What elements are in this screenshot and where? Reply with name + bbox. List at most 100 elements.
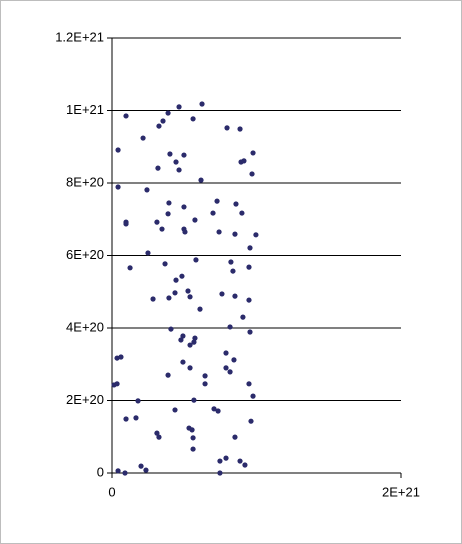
- point: [187, 294, 193, 300]
- y-tick-label: 8E+20: [66, 174, 104, 189]
- y-tick-label: 2E+20: [66, 392, 104, 407]
- point: [180, 359, 186, 365]
- point: [240, 314, 246, 320]
- point: [123, 221, 129, 227]
- point: [232, 293, 238, 299]
- point: [223, 455, 229, 461]
- point: [193, 257, 199, 263]
- point: [247, 245, 253, 251]
- point: [127, 265, 133, 271]
- point: [115, 184, 121, 190]
- point: [159, 226, 165, 232]
- point: [165, 372, 171, 378]
- point: [172, 290, 178, 296]
- point: [227, 324, 233, 330]
- point: [247, 329, 253, 335]
- point: [217, 470, 223, 476]
- x-tick-label: 2E+21: [382, 484, 420, 499]
- point: [202, 381, 208, 387]
- point: [210, 210, 216, 216]
- point: [192, 217, 198, 223]
- point: [150, 296, 156, 302]
- point: [246, 381, 252, 387]
- point: [143, 467, 149, 473]
- point: [197, 306, 203, 312]
- point: [215, 408, 221, 414]
- point: [166, 295, 172, 301]
- y-tick-label: 0: [97, 464, 104, 479]
- point: [144, 187, 150, 193]
- point: [190, 116, 196, 122]
- point: [224, 125, 230, 131]
- point: [191, 397, 197, 403]
- point: [154, 430, 160, 436]
- point: [114, 381, 120, 387]
- point: [223, 350, 229, 356]
- point: [242, 462, 248, 468]
- point: [156, 434, 162, 440]
- point: [253, 232, 259, 238]
- point: [182, 229, 188, 235]
- point: [173, 277, 179, 283]
- point: [249, 171, 255, 177]
- point: [178, 337, 184, 343]
- point: [231, 357, 237, 363]
- point: [115, 468, 121, 474]
- point: [233, 201, 239, 207]
- point: [241, 158, 247, 164]
- y-tick-label: 1E+21: [66, 102, 104, 117]
- point: [173, 159, 179, 165]
- point: [191, 339, 197, 345]
- point: [181, 152, 187, 158]
- point: [246, 264, 252, 270]
- point: [185, 288, 191, 294]
- point: [115, 147, 121, 153]
- point: [167, 151, 173, 157]
- point: [155, 165, 161, 171]
- point: [118, 354, 124, 360]
- point: [172, 407, 178, 413]
- y-tick-label: 6E+20: [66, 247, 104, 262]
- point: [162, 261, 168, 267]
- point: [123, 113, 129, 119]
- point: [202, 373, 208, 379]
- point: [133, 415, 139, 421]
- point: [217, 458, 223, 464]
- point: [227, 369, 233, 375]
- point: [239, 210, 245, 216]
- point: [160, 118, 166, 124]
- point: [189, 427, 195, 433]
- point: [250, 393, 256, 399]
- point: [180, 333, 186, 339]
- x-tick-label: 0: [108, 484, 115, 499]
- point: [230, 268, 236, 274]
- point: [145, 250, 151, 256]
- point: [246, 297, 252, 303]
- point: [176, 167, 182, 173]
- point: [214, 198, 220, 204]
- point: [216, 229, 222, 235]
- point: [114, 355, 120, 361]
- y-tick-label: 4E+20: [66, 319, 104, 334]
- point: [219, 291, 225, 297]
- point: [190, 435, 196, 441]
- point: [237, 458, 243, 464]
- point: [156, 123, 162, 129]
- point: [168, 326, 174, 332]
- point: [138, 463, 144, 469]
- point: [237, 126, 243, 132]
- point: [192, 335, 198, 341]
- point: [248, 418, 254, 424]
- point: [187, 342, 193, 348]
- point: [250, 150, 256, 156]
- point: [166, 200, 172, 206]
- point: [211, 406, 217, 412]
- point: [199, 101, 205, 107]
- point: [176, 104, 182, 110]
- point: [154, 219, 160, 225]
- point: [140, 135, 146, 141]
- point: [223, 365, 229, 371]
- point: [123, 416, 129, 422]
- point: [165, 211, 171, 217]
